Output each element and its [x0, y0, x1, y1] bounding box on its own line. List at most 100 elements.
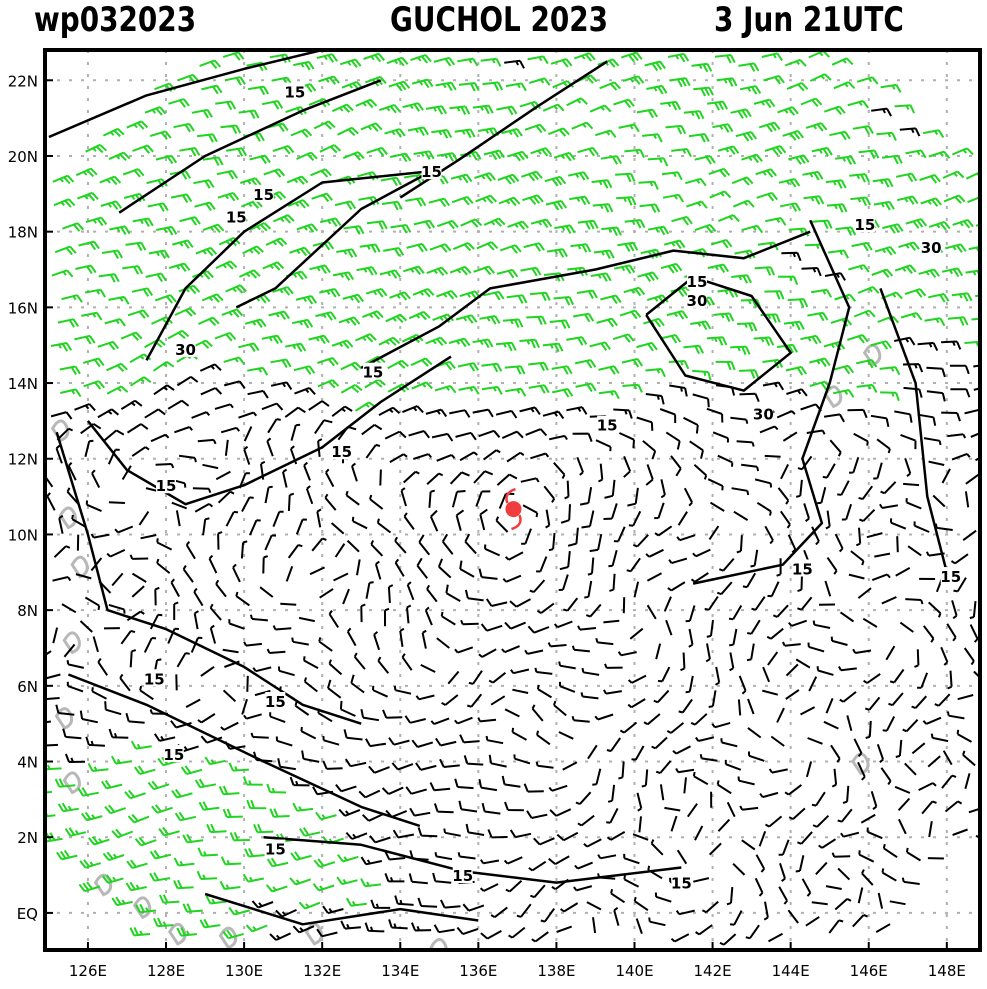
wind-barb: [156, 538, 173, 551]
wind-barb: [831, 57, 854, 66]
wind-barb: [782, 431, 798, 442]
wind-barb: [866, 532, 883, 539]
wind-barb: [232, 563, 241, 583]
wind-barb: [692, 771, 709, 786]
wind-barb: [158, 826, 180, 837]
wind-barb: [409, 807, 431, 817]
wind-barb: [405, 197, 427, 207]
lon-tick-label: 134E: [381, 962, 419, 980]
wind-barb: [106, 548, 126, 558]
wind-barb: [522, 194, 544, 206]
wind-barb: [481, 802, 501, 815]
wind-barb: [418, 534, 431, 556]
wind-barb: [767, 581, 780, 598]
wind-barb: [870, 414, 890, 427]
wind-barb: [45, 650, 52, 657]
wind-barb: [153, 917, 174, 928]
wind-barb: [880, 83, 902, 93]
wind-barb: [369, 494, 384, 510]
wind-barb: [523, 242, 545, 252]
wind-barb: [299, 827, 321, 837]
wind-barb: [132, 144, 154, 154]
wind-barb: [406, 604, 412, 624]
wind-barb: [167, 399, 190, 410]
wind-barb: [173, 122, 195, 133]
wind-barb: [75, 264, 97, 275]
wind-barb: [613, 264, 636, 275]
wind-barb: [946, 623, 957, 642]
wind-barb: [364, 75, 387, 87]
contour-label-bg: [253, 184, 274, 202]
wind-barb: [420, 664, 436, 673]
wind-barb: [223, 356, 245, 365]
wind-barb: [290, 128, 313, 138]
wind-barb: [729, 910, 743, 926]
wind-barb: [717, 288, 739, 298]
wind-barb: [173, 879, 194, 890]
wind-barb: [369, 835, 391, 844]
wind-barb: [768, 932, 783, 943]
wind-barb: [313, 120, 336, 130]
coastline-segment: [93, 873, 113, 897]
wind-barb: [574, 861, 593, 870]
wind-barb: [127, 813, 150, 824]
wind-barb: [378, 103, 401, 114]
wind-barb: [663, 596, 672, 612]
wind-barb: [751, 596, 766, 611]
wind-barb: [951, 292, 973, 302]
wind-barb: [384, 873, 405, 883]
wind-barb: [746, 643, 755, 662]
wind-barb: [426, 266, 449, 277]
wind-barb: [362, 310, 384, 320]
wind-barb: [764, 525, 774, 545]
wind-barb: [356, 559, 361, 576]
wind-barb: [812, 814, 830, 828]
wind-barb: [243, 426, 253, 442]
wind-barb: [941, 774, 957, 789]
wind-barb: [154, 586, 160, 606]
wind-barb: [741, 224, 764, 234]
wind-barb: [558, 731, 574, 740]
wind-barb: [143, 637, 157, 653]
wind-barb: [154, 294, 177, 304]
wind-barb: [670, 933, 690, 943]
wind-barb: [440, 611, 456, 626]
wind-barb: [252, 666, 272, 673]
wind-barb: [542, 103, 565, 112]
wind-barb: [501, 128, 523, 138]
wind-barb: [353, 652, 366, 670]
wind-barb: [504, 708, 520, 718]
wind-barb: [373, 631, 381, 651]
wind-barb: [589, 533, 603, 553]
wind-barb: [457, 852, 476, 860]
wind-barb: [120, 629, 136, 645]
wind-barb: [173, 857, 195, 867]
wind-barb: [897, 818, 907, 835]
map-frame: [43, 48, 982, 952]
wind-barb: [905, 598, 924, 605]
wind-barb: [548, 855, 570, 865]
wind-barb: [403, 470, 420, 484]
wind-barb: [675, 768, 695, 774]
wind-barb: [811, 526, 820, 546]
storm-center-marker: [505, 501, 522, 518]
wind-barb: [57, 318, 79, 328]
wind-barb: [277, 758, 296, 771]
wind-barb: [932, 494, 946, 508]
contour-label-bg: [686, 271, 707, 289]
wind-barb: [261, 334, 283, 345]
wind-barb: [499, 244, 522, 254]
wind-barb: [807, 642, 825, 653]
wind-barb: [762, 689, 779, 696]
wind-barb: [468, 670, 483, 685]
wind-barb: [923, 129, 945, 139]
wind-barb: [167, 627, 179, 644]
wind-barb: [245, 924, 268, 933]
wind-barb: [194, 201, 216, 211]
wind-barb: [249, 154, 271, 165]
wind-barb: [57, 802, 79, 813]
wind-barb: [965, 269, 980, 278]
wind-barb: [619, 721, 638, 734]
wind-barb: [295, 295, 318, 305]
wind-barb: [675, 909, 695, 916]
